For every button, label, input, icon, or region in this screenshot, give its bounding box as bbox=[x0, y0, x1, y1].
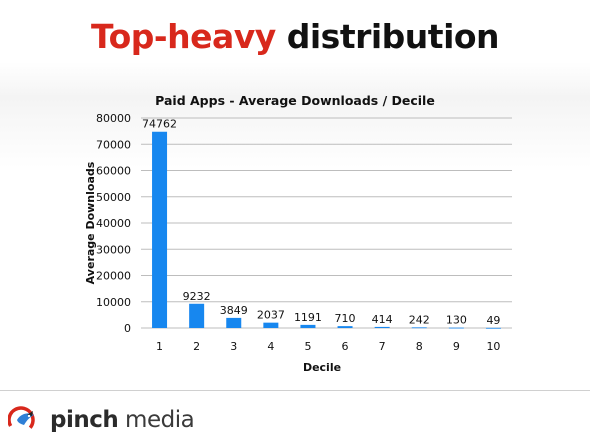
x-tick-label: 8 bbox=[416, 340, 423, 353]
logo-text-rest: media bbox=[118, 407, 195, 433]
slide-title: Top-heavy distribution bbox=[0, 17, 590, 56]
x-tick-label: 4 bbox=[267, 340, 274, 353]
y-tick-label: 30000 bbox=[96, 243, 131, 256]
y-tick-label: 20000 bbox=[96, 270, 131, 283]
y-tick-label: 60000 bbox=[96, 165, 131, 178]
y-tick-labels: 0 10000 20000 30000 40000 50000 60000 70000 8000… bbox=[96, 112, 131, 335]
data-label: 2037 bbox=[257, 309, 285, 322]
bar-decile-3 bbox=[226, 317, 242, 328]
y-tick-label: 40000 bbox=[96, 217, 131, 230]
data-label: 242 bbox=[409, 313, 430, 326]
bar-chart: Paid Apps - Average Downloads / Decile 0… bbox=[84, 93, 512, 374]
bar-decile-8 bbox=[411, 327, 427, 329]
x-tick-label: 1 bbox=[156, 340, 163, 353]
slide-title-accent: Top-heavy bbox=[90, 17, 276, 56]
data-label: 414 bbox=[372, 313, 393, 326]
x-tick-label: 10 bbox=[486, 340, 500, 353]
x-tick-label: 2 bbox=[193, 340, 200, 353]
data-label: 710 bbox=[335, 312, 356, 325]
slide-title-rest: distribution bbox=[275, 17, 500, 56]
bar-decile-10 bbox=[485, 327, 501, 329]
y-axis-label: Average Downloads bbox=[84, 161, 97, 284]
logo-text-bold: pinch bbox=[50, 407, 119, 433]
y-tick-label: 50000 bbox=[96, 191, 131, 204]
bar-decile-9 bbox=[448, 327, 464, 329]
data-label: 9232 bbox=[183, 290, 211, 303]
bar-decile-1 bbox=[152, 131, 168, 328]
x-tick-labels: 1 2 3 4 5 6 7 8 9 10 bbox=[156, 340, 500, 353]
bar-decile-2 bbox=[189, 303, 205, 328]
bar-decile-5 bbox=[300, 324, 316, 328]
x-tick-label: 5 bbox=[304, 340, 311, 353]
pinch-media-logo: pinch media bbox=[8, 402, 195, 438]
bar-decile-4 bbox=[263, 322, 279, 328]
x-tick-label: 3 bbox=[230, 340, 237, 353]
x-tick-label: 7 bbox=[379, 340, 386, 353]
pinch-bird-icon bbox=[8, 406, 35, 434]
data-label: 130 bbox=[446, 314, 467, 327]
y-tick-label: 10000 bbox=[96, 296, 131, 309]
data-label: 3849 bbox=[220, 304, 248, 317]
bars bbox=[152, 131, 501, 329]
bar-decile-7 bbox=[374, 326, 390, 328]
chart-title: Paid Apps - Average Downloads / Decile bbox=[155, 93, 435, 108]
data-label: 74762 bbox=[142, 118, 177, 131]
y-tick-label: 80000 bbox=[96, 112, 131, 125]
bar-decile-6 bbox=[337, 326, 353, 328]
data-label: 1191 bbox=[294, 311, 322, 324]
data-labels: 74762 9232 3849 2037 1191 710 414 242 130 49 bbox=[142, 118, 500, 327]
logo-wordmark: pinch media bbox=[50, 407, 195, 433]
data-label: 49 bbox=[486, 314, 500, 327]
x-tick-label: 9 bbox=[453, 340, 460, 353]
x-tick-label: 6 bbox=[342, 340, 349, 353]
footer-divider bbox=[0, 390, 590, 391]
x-axis-label: Decile bbox=[303, 361, 341, 374]
y-tick-label: 0 bbox=[124, 322, 131, 335]
y-tick-label: 70000 bbox=[96, 138, 131, 151]
